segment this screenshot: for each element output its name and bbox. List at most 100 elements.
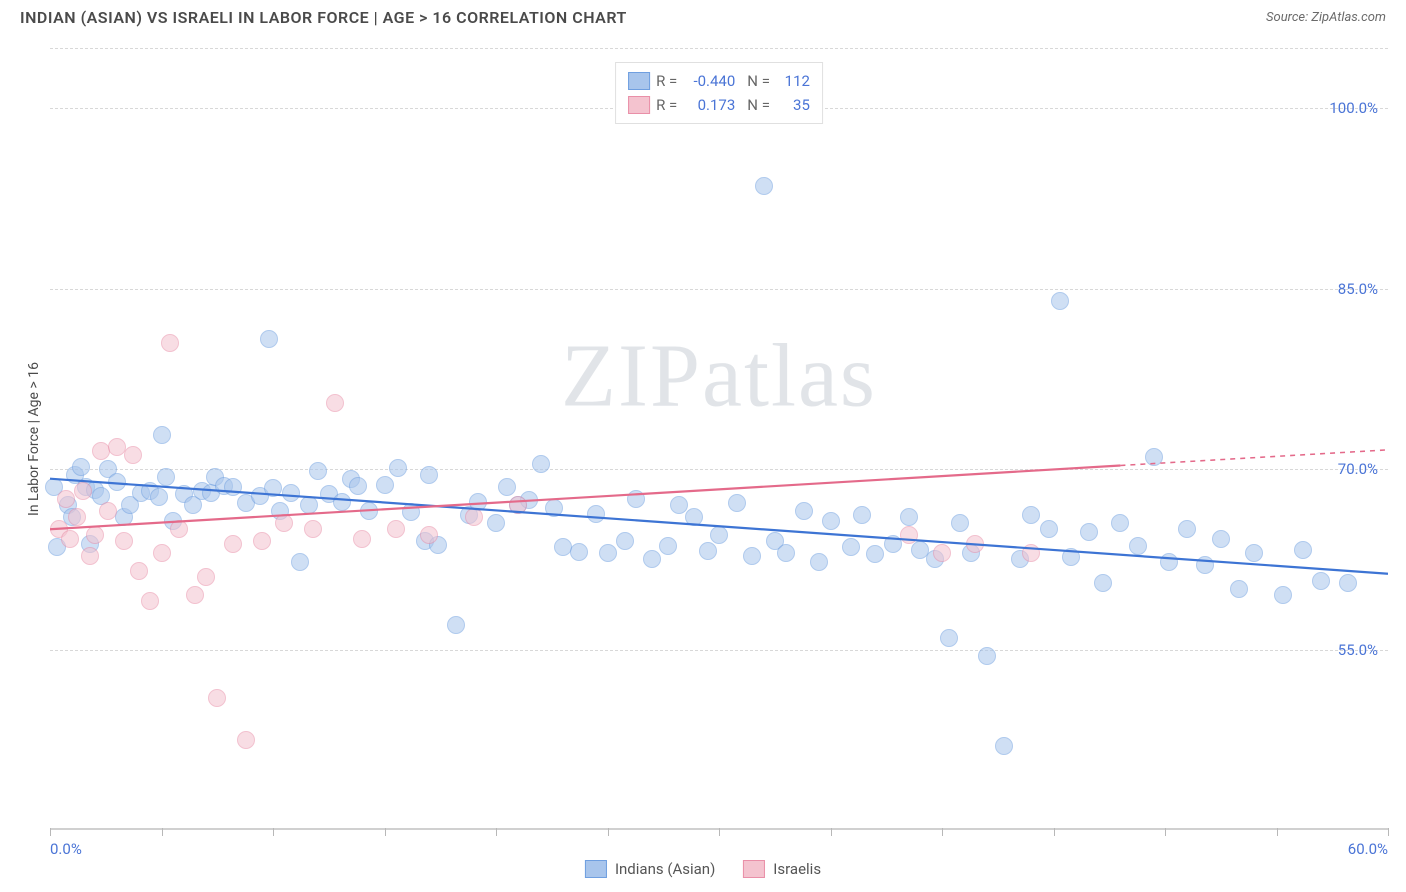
data-point (124, 446, 142, 464)
legend-row: R =0.173N =35 (628, 93, 810, 117)
y-tick-label: 100.0% (1329, 99, 1378, 117)
n-value: 35 (776, 93, 810, 117)
data-point (153, 426, 171, 444)
data-point (224, 478, 242, 496)
data-point (1129, 537, 1147, 555)
data-point (282, 484, 300, 502)
chart-container: ZIPatlas 55.0%70.0%85.0%100.0%0.0%60.0% … (50, 48, 1388, 830)
data-point (465, 508, 483, 526)
data-point (810, 553, 828, 571)
data-point (150, 488, 168, 506)
data-point (170, 520, 188, 538)
data-point (795, 502, 813, 520)
data-point (1022, 506, 1040, 524)
data-point (951, 514, 969, 532)
trend-lines (50, 48, 1388, 830)
data-point (532, 455, 550, 473)
data-point (509, 496, 527, 514)
data-point (487, 514, 505, 532)
y-tick-label: 55.0% (1338, 641, 1378, 659)
data-point (570, 543, 588, 561)
data-point (1196, 556, 1214, 574)
data-point (685, 508, 703, 526)
data-point (197, 568, 215, 586)
y-tick-label: 85.0% (1338, 280, 1378, 298)
data-point (161, 334, 179, 352)
data-point (130, 562, 148, 580)
data-point (755, 177, 773, 195)
data-point (264, 479, 282, 497)
watermark: ZIPatlas (561, 324, 877, 427)
data-point (1051, 292, 1069, 310)
data-point (353, 530, 371, 548)
data-point (420, 466, 438, 484)
correlation-legend: R =-0.440N =112R =0.173N =35 (615, 62, 823, 124)
data-point (447, 616, 465, 634)
data-point (728, 494, 746, 512)
swatch-icon (585, 860, 607, 878)
data-point (866, 545, 884, 563)
data-point (777, 544, 795, 562)
data-point (108, 473, 126, 491)
data-point (349, 477, 367, 495)
data-point (68, 508, 86, 526)
data-point (153, 544, 171, 562)
swatch-icon (628, 96, 650, 114)
data-point (387, 520, 405, 538)
data-point (237, 731, 255, 749)
data-point (670, 496, 688, 514)
data-point (304, 520, 322, 538)
legend-row: R =-0.440N =112 (628, 69, 810, 93)
data-point (1080, 523, 1098, 541)
data-point (498, 478, 516, 496)
x-tick-mark (1388, 828, 1389, 836)
data-point (224, 535, 242, 553)
x-tick-mark (719, 828, 720, 836)
data-point (99, 502, 117, 520)
data-point (74, 482, 92, 500)
legend-label: Indians (Asian) (615, 860, 715, 878)
x-tick-label: 60.0% (1348, 840, 1388, 858)
data-point (1178, 520, 1196, 538)
x-tick-mark (1277, 828, 1278, 836)
r-label: R = (656, 69, 677, 93)
data-point (545, 499, 563, 517)
x-tick-mark (162, 828, 163, 836)
data-point (1111, 514, 1129, 532)
data-point (995, 737, 1013, 755)
data-point (1022, 544, 1040, 562)
r-value: -0.440 (683, 69, 735, 93)
data-point (933, 544, 951, 562)
data-point (1040, 520, 1058, 538)
data-point (300, 496, 318, 514)
data-point (186, 586, 204, 604)
data-point (1145, 448, 1163, 466)
data-point (326, 394, 344, 412)
data-point (333, 493, 351, 511)
x-tick-mark (385, 828, 386, 836)
data-point (710, 526, 728, 544)
data-point (900, 526, 918, 544)
data-point (599, 544, 617, 562)
data-point (1212, 530, 1230, 548)
data-point (86, 526, 104, 544)
swatch-icon (743, 860, 765, 878)
source-label: Source: ZipAtlas.com (1266, 10, 1386, 25)
data-point (376, 476, 394, 494)
data-point (1245, 544, 1263, 562)
data-point (966, 535, 984, 553)
data-point (1160, 553, 1178, 571)
data-point (72, 458, 90, 476)
x-tick-mark (942, 828, 943, 836)
legend-item: Israelis (743, 860, 821, 878)
data-point (253, 532, 271, 550)
data-point (1094, 574, 1112, 592)
x-tick-mark (831, 828, 832, 836)
data-point (627, 490, 645, 508)
y-axis-label: In Labor Force | Age > 16 (26, 362, 42, 516)
data-point (157, 468, 175, 486)
chart-title: INDIAN (ASIAN) VS ISRAELI IN LABOR FORCE… (20, 8, 627, 27)
data-point (420, 526, 438, 544)
series-legend: Indians (Asian) Israelis (585, 860, 821, 878)
data-point (1339, 574, 1357, 592)
